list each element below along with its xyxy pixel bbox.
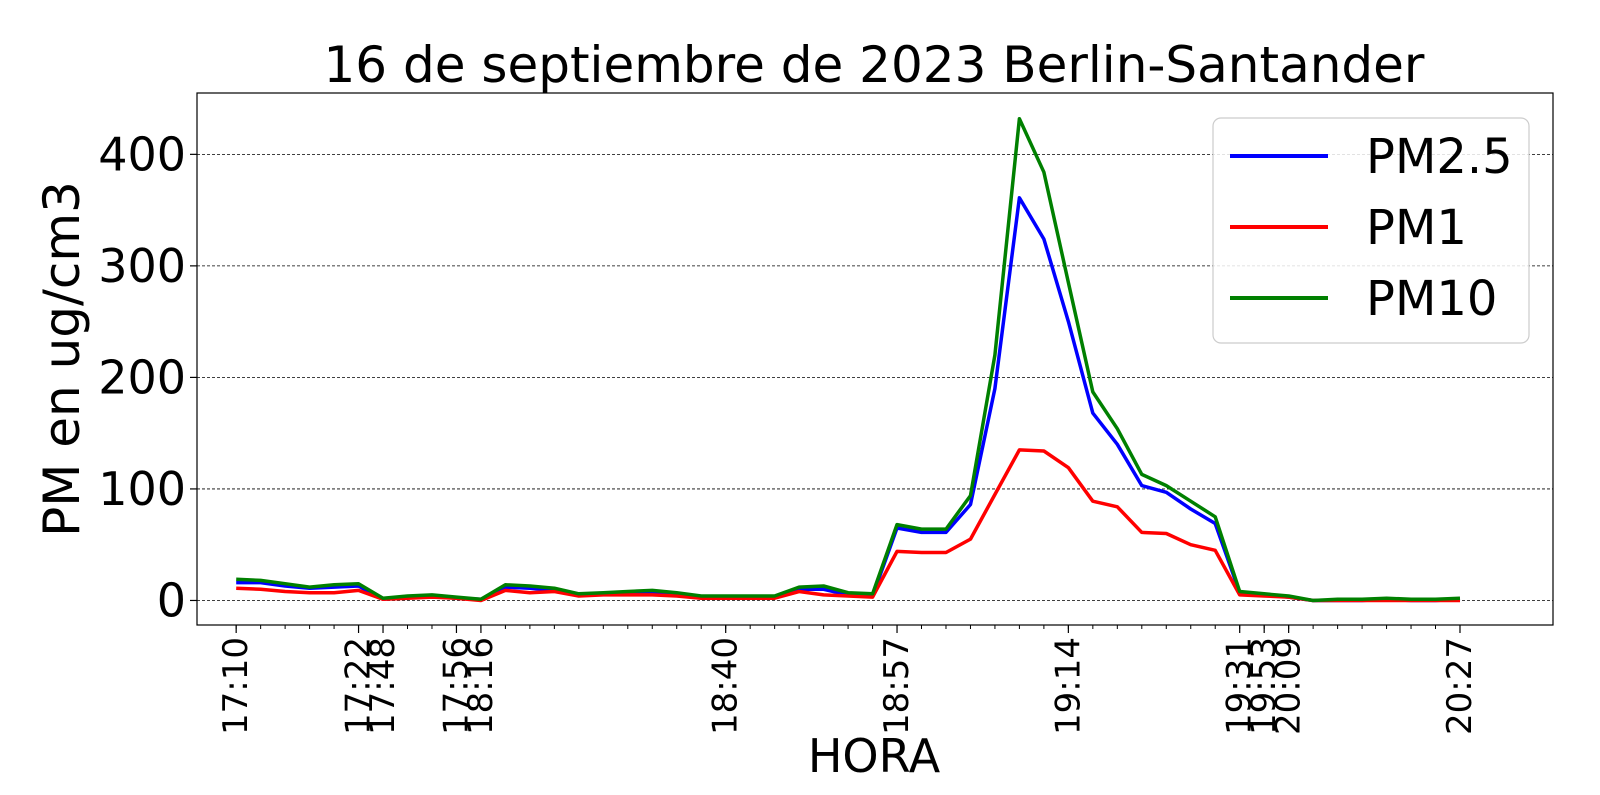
legend: PM2.5 PM1 PM10 (1212, 117, 1530, 344)
y-tick-label: 200 (98, 350, 186, 404)
y-axis-label: PM en ug/cm3 (33, 181, 91, 537)
series-line-pm1 (236, 448, 1460, 603)
x-tick-label: 20:27 (1440, 637, 1480, 735)
series-layer (236, 116, 1461, 603)
x-tick-label: 18:57 (877, 637, 917, 735)
x-tick-label: 19:53 (1244, 637, 1284, 735)
x-tick-label: 19:14 (1048, 637, 1088, 735)
x-tick-label: 17:48 (363, 637, 403, 735)
y-tick-label: 0 (157, 573, 186, 627)
chart-title: 16 de septiembre de 2023 Berlin-Santande… (323, 36, 1424, 94)
x-tick-label: 18:16 (461, 637, 501, 735)
x-tick-label: 17:56 (436, 637, 476, 735)
legend-label: PM1 (1366, 200, 1467, 256)
x-tick-label: 18:40 (706, 637, 746, 735)
series-line-pm10 (236, 116, 1461, 603)
legend-label: PM2.5 (1366, 129, 1513, 185)
x-axis-label: HORA (808, 729, 941, 783)
y-tick-label: 100 (98, 462, 186, 516)
x-tick-label: 19:31 (1220, 637, 1260, 735)
plot-area (196, 92, 1554, 626)
x-tick-label: 17:10 (216, 637, 256, 735)
legend-box (1212, 117, 1530, 344)
y-tick-label: 300 (98, 239, 186, 293)
x-tick-label: 20:09 (1269, 637, 1309, 735)
y-tick-label: 400 (98, 127, 186, 181)
legend-label: PM10 (1366, 271, 1497, 327)
x-tick-label: 17:22 (339, 637, 379, 735)
y-axis: 0 100 200 300 400 (98, 127, 197, 627)
